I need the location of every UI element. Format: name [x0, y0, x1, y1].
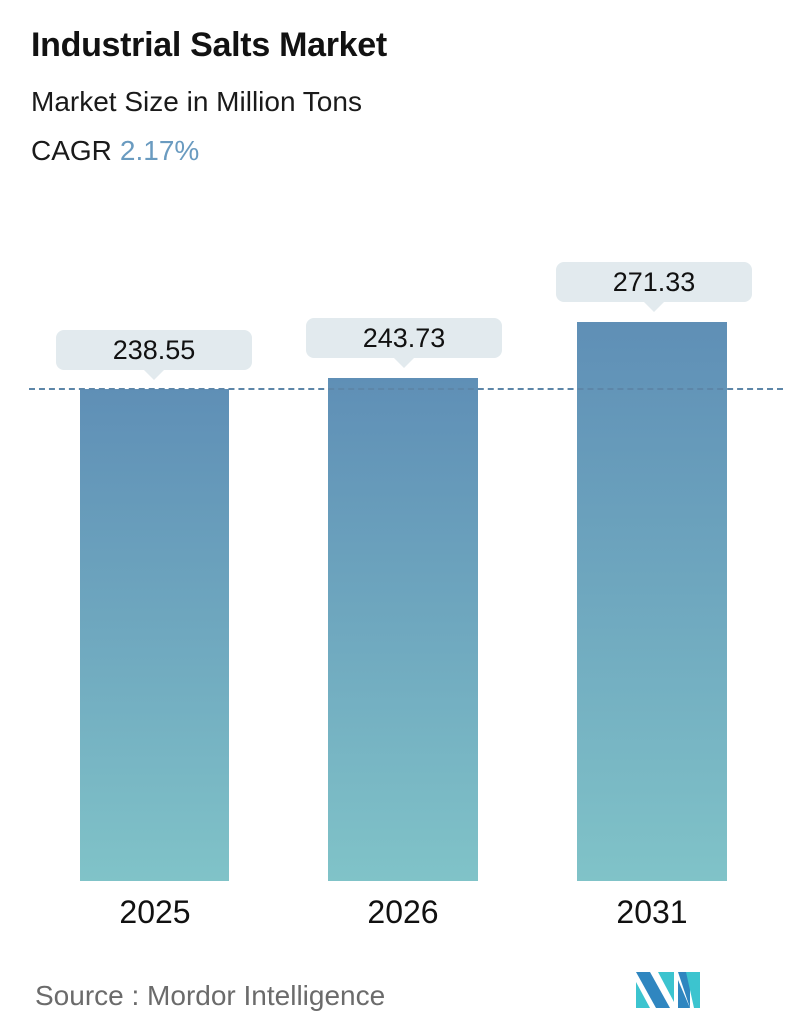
cagr-value: 2.17% — [119, 135, 200, 166]
x-label-2031: 2031 — [616, 894, 688, 930]
x-label-2025: 2025 — [119, 894, 191, 930]
source-text: Source : Mordor Intelligence — [35, 980, 386, 1011]
value-label-2026: 243.73 — [306, 318, 502, 368]
value-label-2031: 271.33 — [556, 262, 752, 312]
chart-title: Industrial Salts Market — [31, 26, 387, 64]
value-text: 243.73 — [362, 322, 446, 353]
x-label-2026: 2026 — [367, 894, 439, 930]
bar-2026 — [328, 378, 478, 881]
mordor-intelligence-logo-icon — [636, 972, 700, 1008]
value-text: 238.55 — [112, 334, 196, 365]
bar-2031 — [577, 322, 727, 881]
chart-subtitle: Market Size in Million Tons — [31, 86, 362, 117]
reference-dashed-line — [29, 388, 783, 390]
value-label-2025: 238.55 — [56, 330, 252, 380]
value-text: 271.33 — [612, 266, 696, 297]
cagr-label: CAGR — [31, 135, 112, 166]
cagr-line: CAGR 2.17% — [31, 135, 199, 167]
bar-2025 — [80, 389, 229, 881]
